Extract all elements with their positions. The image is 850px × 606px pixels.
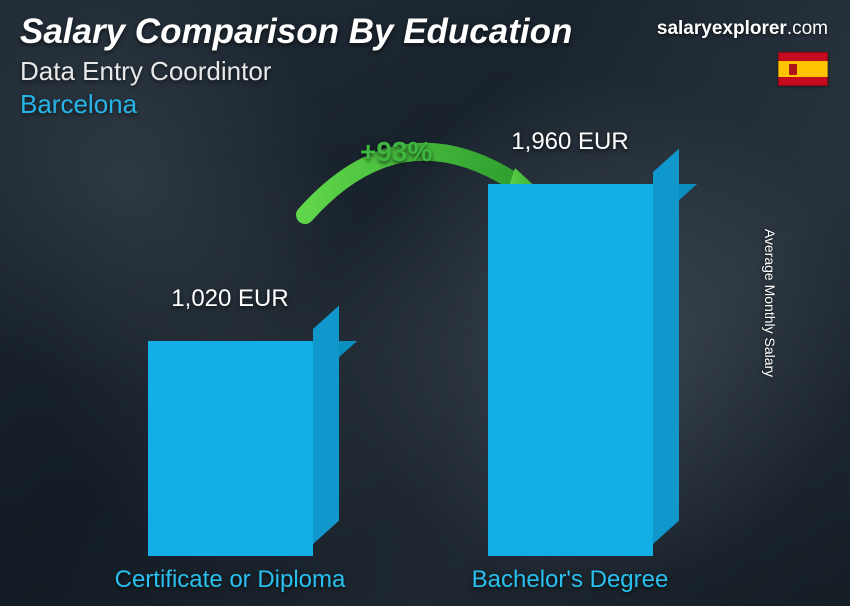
bar-3d [488,184,653,556]
chart-subtitle: Data Entry Coordintor [20,56,830,87]
bar-label: Bachelor's Degree [410,566,730,594]
bar-side-face [313,306,339,544]
bar-value: 1,960 EUR [450,128,690,156]
bar-value: 1,020 EUR [110,285,350,313]
brand-watermark: salaryexplorer.com [657,18,828,40]
bar-label: Certificate or Diploma [70,566,390,594]
bar-chart: +93% 1,020 EUR Certificate or Diploma 1,… [60,160,770,556]
brand-tld: .com [787,18,828,39]
bar-3d [148,341,313,556]
chart-location: Barcelona [20,89,830,120]
bar-side-face [653,149,679,544]
flag-icon [778,52,828,86]
delta-label: +93% [360,136,432,168]
brand-name: salaryexplorer [657,18,787,39]
bar-front-face [148,341,313,556]
bar-front-face [488,184,653,556]
